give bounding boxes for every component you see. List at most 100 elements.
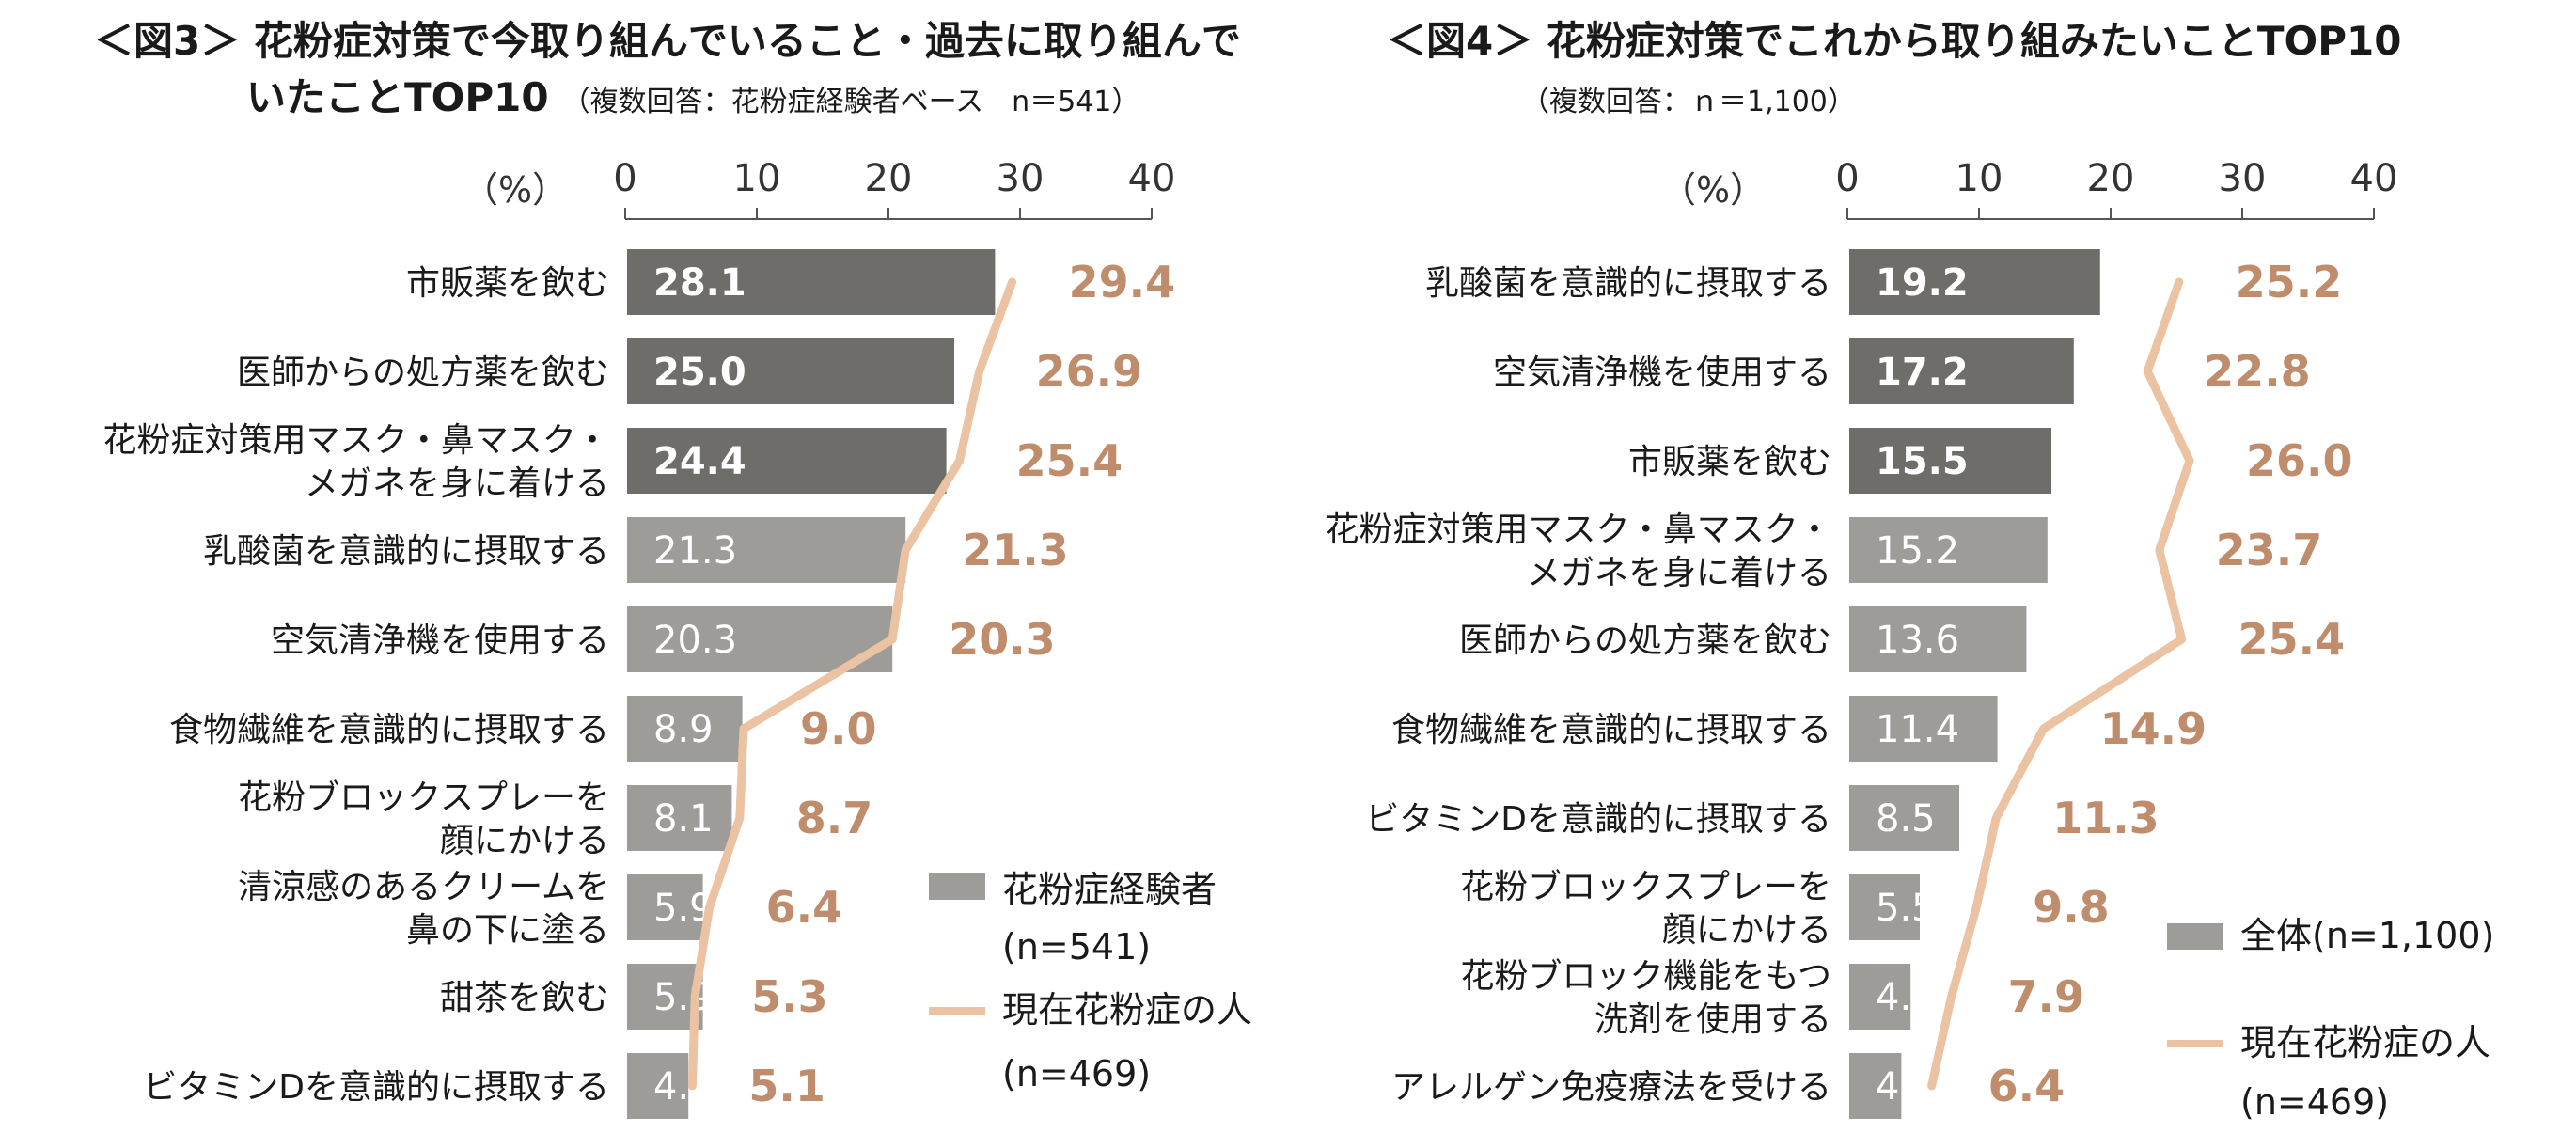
legend-bar-swatch [929,873,985,900]
unit-label: （%） [463,169,568,211]
line-value-label: 8.7 [796,793,873,843]
chart-title-line2: いたことTOP10 （複数回答：花粉症経験者ベース n＝541） [246,74,1139,120]
line-value-label: 9.8 [2033,882,2110,933]
bar [627,249,996,315]
legend-line-n: (n=469) [1002,1053,1151,1094]
bar-value-label: 5.9 [653,976,714,1019]
x-tick-label: 10 [1956,157,2003,200]
bar-value-label: 17.2 [1876,351,1969,394]
bar [1849,785,1959,851]
x-tick-label: 10 [733,157,781,200]
bar-value-label: 5.5 [1876,887,1936,930]
bar-value-label: 4.8 [1876,976,1936,1019]
bar-value-label: 8.9 [653,708,714,751]
category-label-line2: 洗剤を使用する [1594,1000,1831,1039]
bar [1849,517,2048,583]
bar-value-label: 15.2 [1876,529,1959,573]
line-value-label: 7.9 [2008,971,2085,1022]
x-tick-label: 20 [2087,157,2135,200]
category-label-line2: 顔にかける [440,822,609,860]
bar [1849,964,1911,1030]
chart-note: （複数回答：花粉症経験者ベース n＝541） [562,86,1140,118]
category-label: 市販薬を飲む [406,264,609,303]
bar-value-label: 13.6 [1876,619,1959,662]
category-label: ビタミンDを意識的に摂取する [143,1068,609,1107]
bar [627,785,732,851]
line-value-label: 6.4 [766,882,843,933]
x-tick-label: 30 [997,157,1045,200]
line-value-label: 11.3 [2052,793,2160,843]
category-label-line2: 顔にかける [1662,911,1831,950]
category-label: 乳酸菌を意識的に摂取する [203,532,609,571]
bar-value-label: 19.2 [1876,261,1969,305]
line-value-label: 21.3 [962,525,1068,575]
category-label: ビタミンDを意識的に摂取する [1365,800,1831,839]
bar [627,696,743,762]
bar-value-label: 20.3 [653,619,737,662]
line-value-label: 20.3 [949,614,1055,665]
chart-note: （複数回答：ｎ＝1,100） [1521,86,1856,118]
bar-value-label: 4.8 [653,1065,714,1109]
x-tick-label: 0 [1835,157,1859,200]
x-tick-label: 0 [613,157,636,200]
line-value-label: 25.2 [2236,257,2343,307]
line-value-label: 5.1 [748,1061,825,1111]
category-label-line2: 鼻の下に塗る [406,911,609,950]
category-label: 花粉ブロックスプレーを [1460,868,1831,906]
category-label: アレルゲン免疫療法を受ける [1391,1068,1831,1107]
category-label: 食物繊維を意識的に摂取する [1391,711,1831,749]
line-value-label: 25.4 [1016,435,1123,486]
series-line [1927,277,2194,1091]
line-value-label: 23.7 [2216,525,2323,575]
category-label: 市販薬を飲む [1628,443,1831,481]
bar [627,874,703,940]
line-value-label: 5.3 [751,971,828,1022]
category-label: 花粉ブロックスプレーを [238,779,609,817]
bar-value-label: 11.4 [1876,708,1959,751]
series-line [687,277,1017,1091]
x-tick-label: 30 [2219,157,2267,200]
category-label: 医師からの処方薬を飲む [1459,622,1831,660]
line-value-label: 6.4 [1988,1061,2066,1111]
legend-line-label: 現在花粉症の人 [1002,989,1252,1031]
line-value-label: 29.4 [1069,257,1176,307]
category-label: 甜茶を飲む [440,979,609,1017]
bar-value-label: 28.1 [653,261,746,305]
category-label: 花粉症対策用マスク・鼻マスク・ [1325,511,1831,549]
unit-label: （%） [1660,169,1766,211]
bar [627,517,906,583]
bar-value-label: 4.1 [1876,1065,1936,1109]
bar [1849,249,2100,315]
line-value-label: 9.0 [800,703,877,754]
line-value-label: 26.9 [1036,346,1143,397]
category-label: 空気清浄機を使用する [1493,354,1831,392]
x-tick-label: 40 [2350,157,2398,200]
bar-value-label: 15.5 [1876,440,1969,483]
bar [1849,696,1998,762]
category-label: 花粉ブロック機能をもつ [1460,957,1831,996]
bar [627,338,954,404]
line-value-label: 14.9 [2100,703,2207,754]
bar [1849,1053,1902,1119]
bar-value-label: 25.0 [653,351,746,394]
category-label: 清涼感のあるクリームを [238,868,609,906]
bar-value-label: 8.5 [1876,797,1936,841]
figure-4: ＜図4＞ 花粉症対策でこれから取り組みたいことTOP10 （複数回答：ｎ＝1,10… [1325,18,2494,1123]
category-label: 空気清浄機を使用する [271,622,609,660]
x-tick-label: 40 [1128,157,1176,200]
x-tick-label: 20 [865,157,913,200]
legend-bar-label: 花粉症経験者 [1002,869,1217,910]
category-label: 乳酸菌を意識的に摂取する [1425,264,1831,303]
bar [627,1053,689,1119]
chart-title: ＜図4＞ 花粉症対策でこれから取り組みたいことTOP10 [1387,18,2401,64]
chart-title: ＜図3＞ 花粉症対策で今取り組んでいること・過去に取り組んで [94,18,1241,64]
legend-bar-label: 全体(n=1,100) [2240,915,2494,956]
bar [1849,428,2051,494]
category-label: 花粉症対策用マスク・鼻マスク・ [102,421,609,460]
bar [1849,874,1920,940]
category-label: 医師からの処方薬を飲む [237,354,609,392]
legend-bar-n: (n=541) [1002,926,1151,968]
bar [1849,338,2074,404]
